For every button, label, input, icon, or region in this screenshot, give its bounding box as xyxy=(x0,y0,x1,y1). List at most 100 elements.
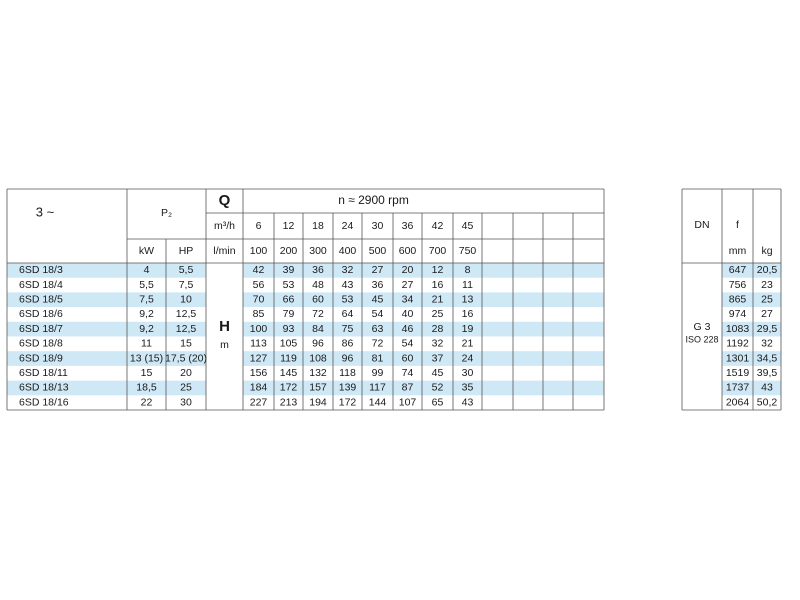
head-value: 54 xyxy=(372,308,384,320)
head-value: 60 xyxy=(402,352,414,364)
head-value: 42 xyxy=(253,264,265,276)
power-kw: 18,5 xyxy=(136,382,157,394)
head-value: 172 xyxy=(339,396,357,408)
head-value: 66 xyxy=(283,294,295,306)
head-value: 45 xyxy=(372,294,384,306)
flow-unit: l/min xyxy=(213,245,235,257)
f-mm: 1301 xyxy=(726,352,750,364)
f-mm: 974 xyxy=(729,308,747,320)
head-value: 87 xyxy=(402,382,414,394)
head-value: 132 xyxy=(309,367,327,379)
power-kw: 13 (15) xyxy=(130,352,163,364)
head-value: 12 xyxy=(432,264,444,276)
head-value: 117 xyxy=(369,382,386,394)
flow-symbol: Q xyxy=(219,192,231,209)
head-value: 93 xyxy=(283,323,295,335)
model: 6SD 18/7 xyxy=(19,323,63,335)
head-value: 86 xyxy=(342,338,354,350)
f-label: f xyxy=(736,219,739,231)
weight-kg: 50,2 xyxy=(757,396,778,408)
power-hp: 17,5 (20) xyxy=(165,352,207,364)
flow-value: 200 xyxy=(280,245,298,257)
head-value: 8 xyxy=(465,264,471,276)
head-value: 56 xyxy=(253,279,265,291)
model: 6SD 18/4 xyxy=(19,279,63,291)
head-value: 105 xyxy=(280,338,298,350)
power-kw: 4 xyxy=(144,264,150,276)
row-stripe xyxy=(7,292,206,308)
head-value: 60 xyxy=(312,294,324,306)
f-mm: 1737 xyxy=(726,382,750,394)
head-value: 48 xyxy=(312,279,324,291)
head-value: 156 xyxy=(250,367,268,379)
weight-kg: 25 xyxy=(761,294,773,306)
flow-value: 100 xyxy=(250,245,268,257)
f-mm: 1192 xyxy=(726,338,749,350)
head-value: 32 xyxy=(432,338,444,350)
head-value: 85 xyxy=(253,308,265,320)
model: 6SD 18/3 xyxy=(19,264,63,276)
row-stripe xyxy=(243,351,604,366)
flow-value: 400 xyxy=(339,245,357,257)
head-value: 74 xyxy=(402,367,414,379)
head-value: 63 xyxy=(372,323,384,335)
head-value: 53 xyxy=(283,279,295,291)
head-value: 21 xyxy=(462,338,474,350)
power-hp: 5,5 xyxy=(179,264,194,276)
power-unit: HP xyxy=(179,245,194,257)
power-hp: 12,5 xyxy=(176,308,197,320)
head-value: 72 xyxy=(372,338,384,350)
head-value: 145 xyxy=(280,367,298,379)
model: 6SD 18/11 xyxy=(19,367,68,379)
standard: ISO 228 xyxy=(685,334,718,344)
weight-kg: 39,5 xyxy=(757,367,778,379)
weight-unit: kg xyxy=(761,245,772,257)
head-value: 65 xyxy=(432,396,444,408)
flow-value: 300 xyxy=(309,245,327,257)
head-value: 39 xyxy=(283,264,295,276)
row-stripe xyxy=(243,292,604,308)
head-value: 40 xyxy=(402,308,414,320)
power-kw: 22 xyxy=(141,396,153,408)
flow-value: 600 xyxy=(399,245,417,257)
head-value: 37 xyxy=(432,352,444,364)
power-label: P₂ xyxy=(161,207,172,219)
head-value: 194 xyxy=(309,396,327,408)
head-value: 157 xyxy=(309,382,327,394)
head-value: 19 xyxy=(462,323,474,335)
row-stripe xyxy=(722,292,781,308)
flow-value: 36 xyxy=(402,220,414,232)
model: 6SD 18/5 xyxy=(19,294,63,306)
flow-value: 700 xyxy=(429,245,447,257)
model: 6SD 18/16 xyxy=(19,396,69,408)
head-value: 127 xyxy=(250,352,268,364)
head-value: 16 xyxy=(432,279,444,291)
phase-label: 3 ~ xyxy=(36,204,55,219)
head-value: 11 xyxy=(462,279,473,291)
dn-label: DN xyxy=(694,219,709,231)
head-value: 96 xyxy=(342,352,354,364)
head-value: 213 xyxy=(280,396,298,408)
flow-value: 30 xyxy=(372,220,384,232)
power-hp: 15 xyxy=(180,338,192,350)
speed-label: n ≈ 2900 rpm xyxy=(338,193,409,207)
power-kw: 9,2 xyxy=(139,308,154,320)
f-mm: 1083 xyxy=(726,323,750,335)
row-stripe xyxy=(722,351,781,366)
head-value: 144 xyxy=(369,396,387,408)
model: 6SD 18/8 xyxy=(19,338,63,350)
row-stripe xyxy=(243,321,604,337)
f-mm: 865 xyxy=(729,294,747,306)
head-value: 46 xyxy=(402,323,414,335)
flow-value: 500 xyxy=(369,245,387,257)
head-value: 27 xyxy=(402,279,414,291)
head-value: 24 xyxy=(462,352,474,364)
head-value: 113 xyxy=(250,338,267,350)
power-kw: 7,5 xyxy=(139,294,154,306)
weight-kg: 20,5 xyxy=(757,264,778,276)
power-kw: 15 xyxy=(141,367,153,379)
power-kw: 5,5 xyxy=(139,279,154,291)
flow-value: 12 xyxy=(283,220,295,232)
head-value: 21 xyxy=(432,294,444,306)
head-value: 75 xyxy=(342,323,354,335)
